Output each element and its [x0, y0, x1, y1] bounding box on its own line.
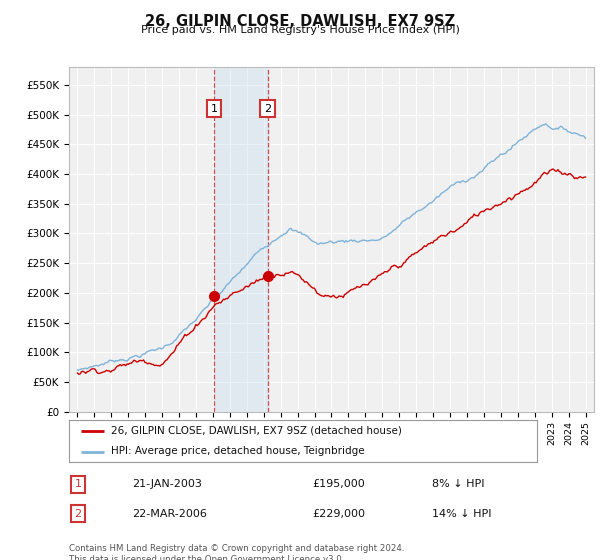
Text: 2: 2: [264, 104, 271, 114]
Text: Price paid vs. HM Land Registry's House Price Index (HPI): Price paid vs. HM Land Registry's House …: [140, 25, 460, 35]
Text: 22-MAR-2006: 22-MAR-2006: [132, 508, 207, 519]
Text: 21-JAN-2003: 21-JAN-2003: [132, 479, 202, 489]
Bar: [214, 67, 268, 412]
Text: 1: 1: [211, 104, 217, 114]
Text: 1: 1: [74, 479, 82, 489]
Text: HPI: Average price, detached house, Teignbridge: HPI: Average price, detached house, Teig…: [111, 446, 365, 456]
Text: Contains HM Land Registry data © Crown copyright and database right 2024.
This d: Contains HM Land Registry data © Crown c…: [69, 544, 404, 560]
Text: 26, GILPIN CLOSE, DAWLISH, EX7 9SZ: 26, GILPIN CLOSE, DAWLISH, EX7 9SZ: [145, 14, 455, 29]
Text: 14% ↓ HPI: 14% ↓ HPI: [432, 508, 491, 519]
Text: £195,000: £195,000: [312, 479, 365, 489]
Text: 8% ↓ HPI: 8% ↓ HPI: [432, 479, 485, 489]
Text: 26, GILPIN CLOSE, DAWLISH, EX7 9SZ (detached house): 26, GILPIN CLOSE, DAWLISH, EX7 9SZ (deta…: [111, 426, 402, 436]
Text: 2: 2: [74, 508, 82, 519]
Text: £229,000: £229,000: [312, 508, 365, 519]
